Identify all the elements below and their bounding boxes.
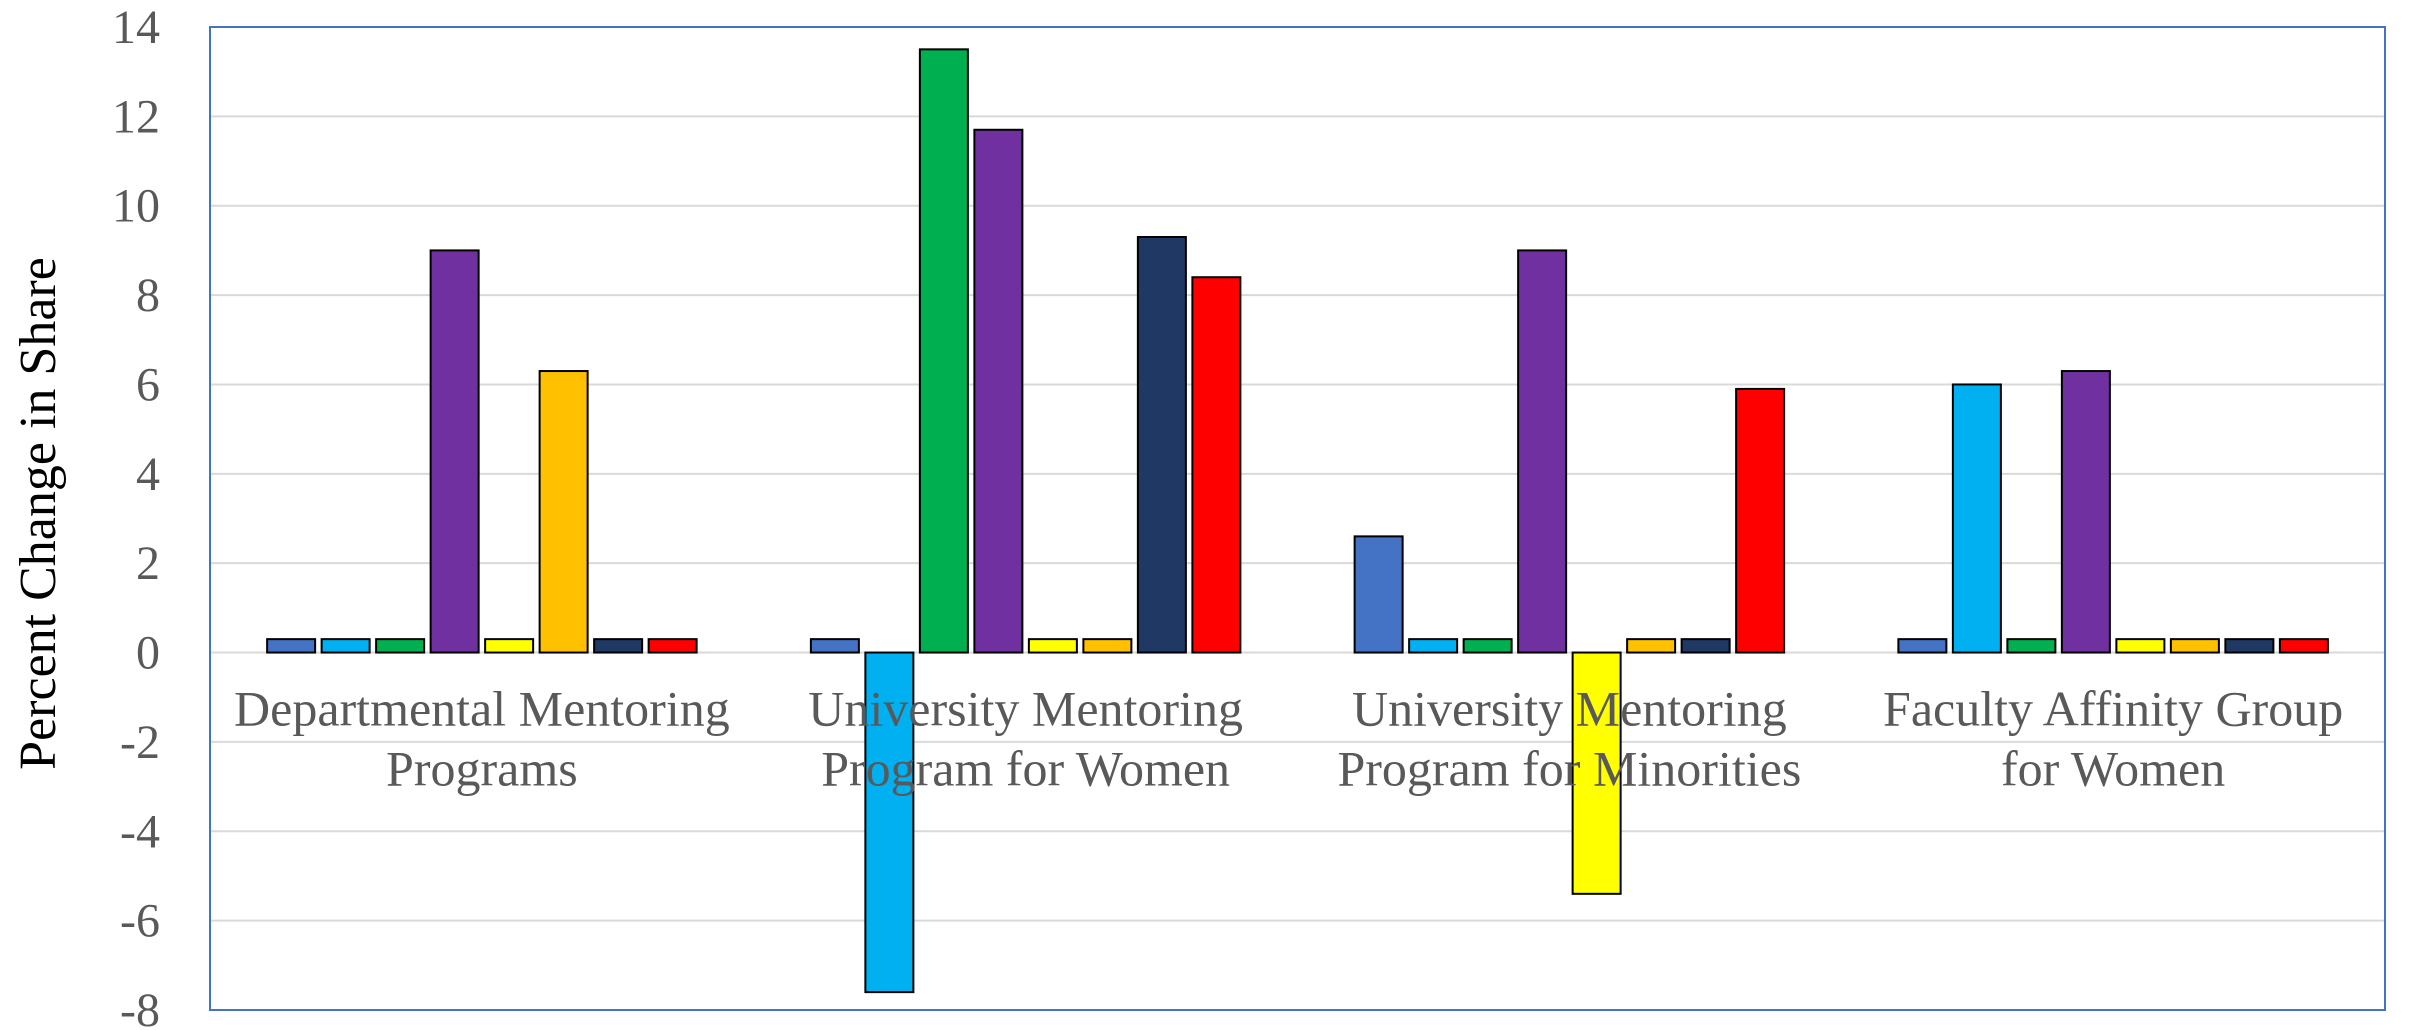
bar <box>1897 638 1948 654</box>
category-label: University Mentoring Program for Women <box>808 681 1243 797</box>
category-labels: Departmental Mentoring Programs University… <box>234 681 2343 797</box>
y-tick-label: 4 <box>136 448 160 501</box>
bar <box>1951 383 2002 654</box>
bar <box>593 638 644 654</box>
y-tick-label: -8 <box>120 984 160 1030</box>
bar <box>2006 638 2057 654</box>
bar <box>1517 249 1568 654</box>
bar <box>918 48 969 654</box>
y-tick-label: 2 <box>136 537 160 590</box>
y-axis-ticks: -8 -6 -4 -2 0 2 4 6 8 10 12 14 <box>112 1 160 1030</box>
bar <box>320 638 371 654</box>
y-tick-label: 6 <box>136 358 160 411</box>
bar <box>429 249 480 654</box>
bar <box>809 638 860 654</box>
bar <box>864 651 915 994</box>
plot-frame <box>209 26 2386 1011</box>
bar <box>375 638 426 654</box>
y-tick-label: -2 <box>120 716 160 769</box>
category-label: University Mentoring Program for Minoriti… <box>1337 681 1801 797</box>
bar <box>266 638 317 654</box>
y-tick-label: 14 <box>112 1 160 54</box>
bar <box>1353 535 1404 654</box>
y-tick-label: -6 <box>120 895 160 948</box>
bar <box>2169 638 2220 654</box>
bar <box>2115 638 2166 654</box>
bar <box>1735 387 1786 654</box>
gridlines <box>210 115 2385 922</box>
category-label: Departmental Mentoring Programs <box>234 681 730 797</box>
y-tick-label: 10 <box>112 180 160 233</box>
bar <box>973 128 1024 654</box>
bar <box>647 638 698 654</box>
bar <box>1408 638 1459 654</box>
y-tick-label: 0 <box>136 627 160 680</box>
bar <box>2224 638 2275 654</box>
bar <box>1626 638 1677 654</box>
category-label: Faculty Affinity Group for Women <box>1883 681 2343 797</box>
bars <box>266 48 2329 994</box>
y-tick-label: 12 <box>112 90 160 143</box>
bar <box>1191 276 1242 654</box>
bar <box>1462 638 1513 654</box>
bar <box>1571 651 1622 895</box>
bar <box>1027 638 1078 654</box>
y-axis-title: Percent Change in Share <box>10 257 67 770</box>
y-tick-label: 8 <box>136 269 160 322</box>
bar <box>1082 638 1133 654</box>
bar <box>2278 638 2329 654</box>
bar <box>1136 236 1187 654</box>
bar <box>2060 370 2111 654</box>
bar <box>538 370 589 654</box>
bar <box>1680 638 1731 654</box>
bar <box>484 638 535 654</box>
y-tick-label: -4 <box>120 805 160 858</box>
